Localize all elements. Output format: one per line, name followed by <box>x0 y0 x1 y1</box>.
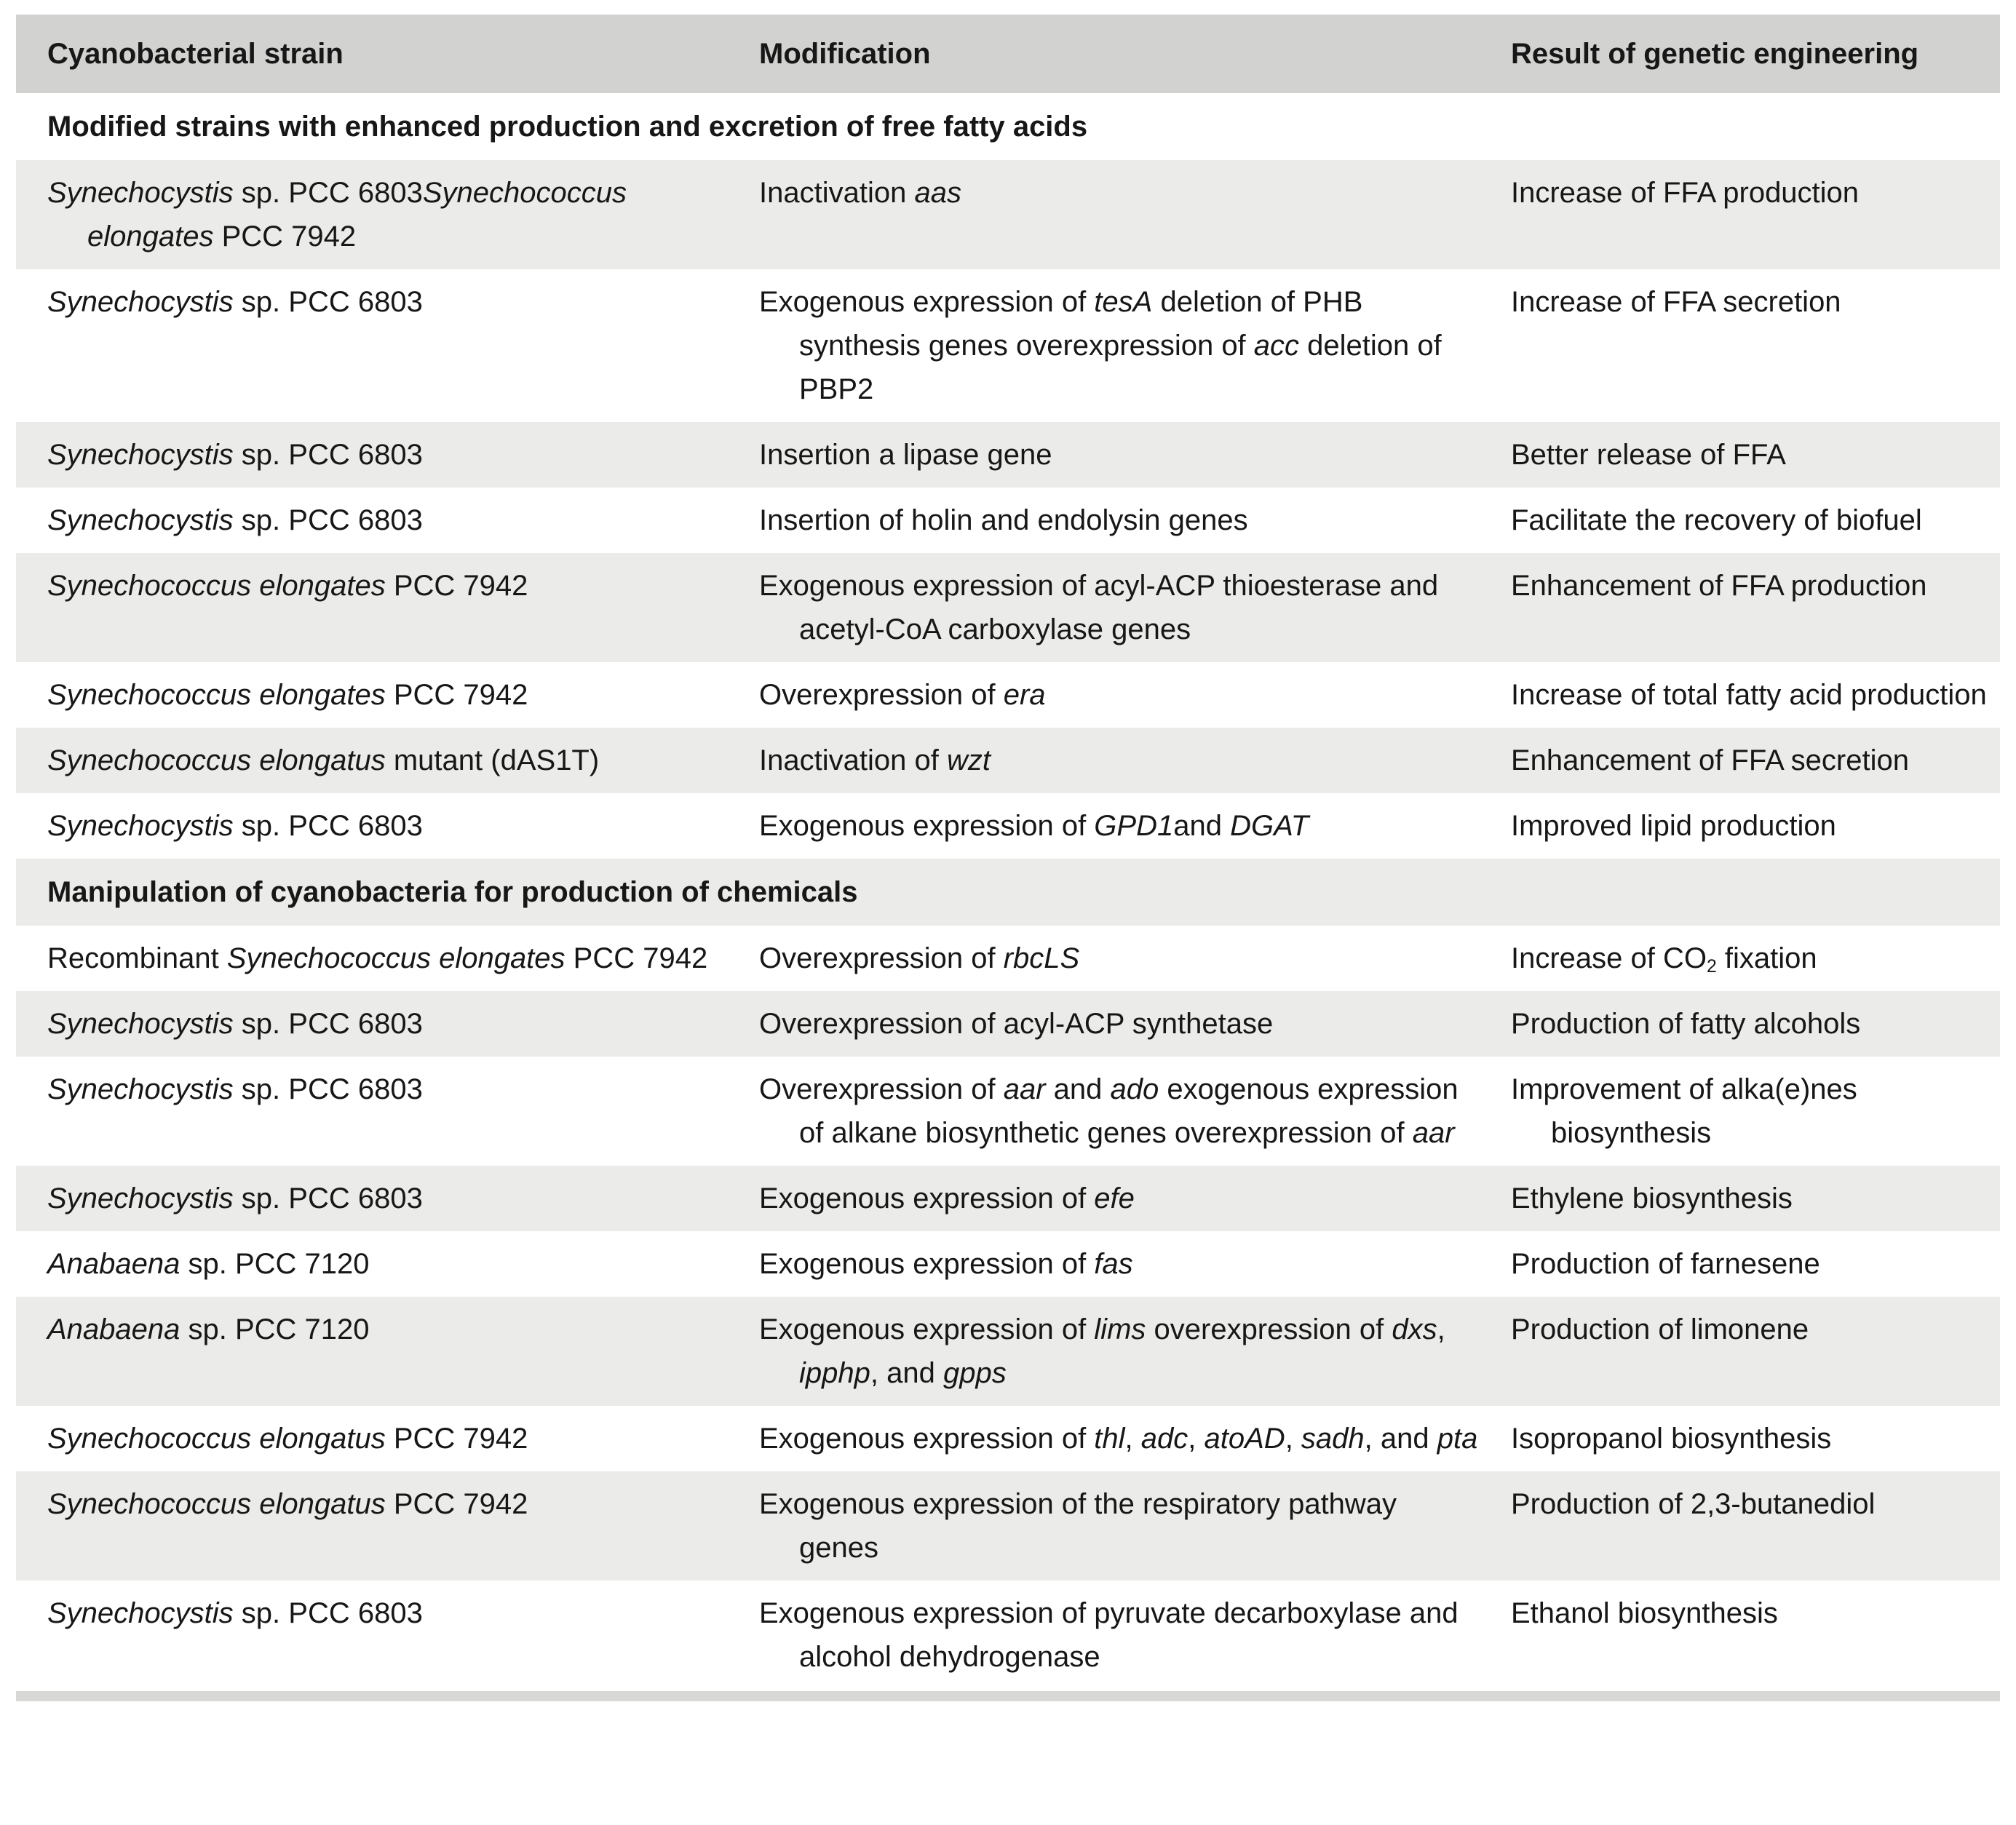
table-row: Synechocystis sp. PCC 6803 Exogenous expr… <box>16 1581 2000 1690</box>
table-row: Synechocystis sp. PCC 6803 Exogenous expr… <box>16 269 2000 422</box>
strain-cell: Synechococcus elongatus mutant (dAS1T) <box>47 744 600 776</box>
result-cell: Better release of FFA <box>1511 439 1786 471</box>
column-header-modification: Modification <box>759 15 1511 93</box>
result-cell: Production of fatty alcohols <box>1511 1008 1861 1040</box>
result-cell: Increase of FFA production <box>1511 177 1860 209</box>
table-row: Synechococcus elongates PCC 7942 Overexpr… <box>16 662 2000 728</box>
result-cell: Facilitate the recovery of biofuel <box>1511 504 1922 536</box>
strain-cell: Anabaena sp. PCC 7120 <box>47 1248 370 1280</box>
result-cell: Enhancement of FFA production <box>1511 570 1927 602</box>
result-cell: Production of 2,3-butanediol <box>1511 1488 1876 1520</box>
table-row: Synechocystis sp. PCC 6803 Overexpression… <box>16 1057 2000 1166</box>
modification-cell: Overexpression of acyl-ACP synthetase <box>759 1008 1274 1040</box>
modification-cell: Exogenous expression of acyl-ACP thioest… <box>759 570 1439 645</box>
result-cell: Increase of total fatty acid production <box>1511 679 1987 711</box>
strain-cell: Synechococcus elongates PCC 7942 <box>47 679 528 711</box>
strain-cell: Synechocystis sp. PCC 6803 <box>47 1008 423 1040</box>
result-cell: Improvement of alka(e)nes biosynthesis <box>1511 1073 1857 1149</box>
section-header-label: Manipulation of cyanobacteria for produc… <box>47 876 858 908</box>
strain-cell: Anabaena sp. PCC 7120 <box>47 1313 370 1345</box>
result-cell: Production of limonene <box>1511 1313 1809 1345</box>
table-row: Synechococcus elongatus mutant (dAS1T) In… <box>16 728 2000 793</box>
paper-table-page: Cyanobacterial strain Modification Resul… <box>16 15 2000 1701</box>
result-cell: Production of farnesene <box>1511 1248 1820 1280</box>
result-cell: Ethanol biosynthesis <box>1511 1597 1778 1629</box>
strain-cell: Recombinant Synechococcus elongates PCC … <box>47 942 708 974</box>
table-row: Synechocystis sp. PCC 6803 Exogenous expr… <box>16 1166 2000 1231</box>
strain-cell: Synechocystis sp. PCC 6803 <box>47 286 423 318</box>
modification-cell: Exogenous expression of efe <box>759 1182 1135 1214</box>
modification-cell: Inactivation of wzt <box>759 744 991 776</box>
strain-cell: Synechococcus elongates PCC 7942 <box>47 570 528 602</box>
modification-cell: Exogenous expression of thl, adc, atoAD,… <box>759 1423 1478 1455</box>
table-row: Synechococcus elongates PCC 7942 Exogenou… <box>16 553 2000 662</box>
strain-cell: Synechococcus elongatus PCC 7942 <box>47 1423 528 1455</box>
modification-cell: Exogenous expression of the respiratory … <box>759 1488 1397 1564</box>
strain-cell: Synechocystis sp. PCC 6803 <box>47 1073 423 1105</box>
modification-cell: Insertion a lipase gene <box>759 439 1052 471</box>
result-cell: Increase of FFA secretion <box>1511 286 1841 318</box>
section-header-label: Modified strains with enhanced productio… <box>47 111 1088 143</box>
result-cell: Isopropanol biosynthesis <box>1511 1423 1832 1455</box>
result-cell: Enhancement of FFA secretion <box>1511 744 1909 776</box>
modification-cell: Exogenous expression of lims overexpress… <box>759 1313 1445 1389</box>
modification-cell: Inactivation aas <box>759 177 961 209</box>
strain-cell: Synechococcus elongatus PCC 7942 <box>47 1488 528 1520</box>
table-row: Synechocystis sp. PCC 6803 Exogenous expr… <box>16 793 2000 859</box>
column-header-strain: Cyanobacterial strain <box>16 15 759 93</box>
table-row: Anabaena sp. PCC 7120 Exogenous expressio… <box>16 1297 2000 1406</box>
result-cell: Ethylene biosynthesis <box>1511 1182 1793 1214</box>
table-body: Modified strains with enhanced productio… <box>16 93 2000 1690</box>
strain-cell: Synechocystis sp. PCC 6803 <box>47 1182 423 1214</box>
strain-table: Cyanobacterial strain Modification Resul… <box>16 15 2000 1690</box>
table-row: Synechocystis sp. PCC 6803 Overexpression… <box>16 991 2000 1057</box>
table-row: Anabaena sp. PCC 7120 Exogenous expressio… <box>16 1231 2000 1297</box>
modification-cell: Overexpression of aar and ado exogenous … <box>759 1073 1459 1149</box>
column-header-result: Result of genetic engineering <box>1511 15 2000 93</box>
modification-cell: Exogenous expression of GPD1and DGAT <box>759 810 1309 842</box>
table-bottom-border <box>16 1691 2000 1701</box>
strain-cell: Synechocystis sp. PCC 6803Synechococcus … <box>47 177 627 253</box>
modification-cell: Insertion of holin and endolysin genes <box>759 504 1248 536</box>
strain-cell: Synechocystis sp. PCC 6803 <box>47 1597 423 1629</box>
modification-cell: Overexpression of era <box>759 679 1046 711</box>
table-row: Synechococcus elongatus PCC 7942 Exogenou… <box>16 1406 2000 1471</box>
table-row: Recombinant Synechococcus elongates PCC … <box>16 926 2000 991</box>
section-header-row: Modified strains with enhanced productio… <box>16 93 2000 160</box>
header-row: Cyanobacterial strain Modification Resul… <box>16 15 2000 93</box>
table-row: Synechocystis sp. PCC 6803 Insertion of h… <box>16 488 2000 553</box>
table-row: Synechocystis sp. PCC 6803 Insertion a li… <box>16 422 2000 488</box>
table-header: Cyanobacterial strain Modification Resul… <box>16 15 2000 93</box>
modification-cell: Exogenous expression of tesA deletion of… <box>759 286 1442 405</box>
result-cell: Increase of CO2 fixation <box>1511 942 1817 977</box>
strain-cell: Synechocystis sp. PCC 6803 <box>47 810 423 842</box>
section-header-row: Manipulation of cyanobacteria for produc… <box>16 859 2000 926</box>
table-row: Synechococcus elongatus PCC 7942 Exogenou… <box>16 1471 2000 1581</box>
strain-cell: Synechocystis sp. PCC 6803 <box>47 504 423 536</box>
strain-cell: Synechocystis sp. PCC 6803 <box>47 439 423 471</box>
modification-cell: Exogenous expression of pyruvate decarbo… <box>759 1597 1459 1673</box>
table-row: Synechocystis sp. PCC 6803Synechococcus … <box>16 160 2000 269</box>
modification-cell: Exogenous expression of fas <box>759 1248 1133 1280</box>
result-cell: Improved lipid production <box>1511 810 1836 842</box>
modification-cell: Overexpression of rbcLS <box>759 942 1080 974</box>
